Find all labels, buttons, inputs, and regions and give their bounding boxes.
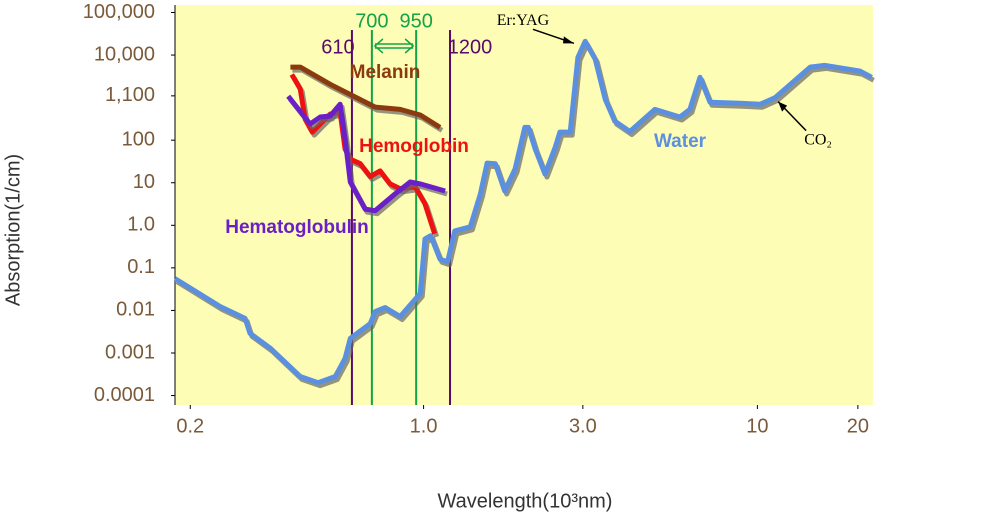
x-tick-label: 1.0 — [410, 415, 438, 437]
y-tick-label: 100 — [122, 128, 155, 150]
series-label: Melanin — [350, 62, 421, 83]
x-tick-label: 10 — [746, 415, 768, 437]
marker-label: 610 — [321, 36, 354, 58]
series-line — [173, 38, 873, 386]
y-tick-label: 0.0001 — [94, 384, 155, 406]
annotation-arrowhead — [562, 36, 574, 44]
y-tick-label: 1.0 — [127, 214, 155, 236]
series-line — [290, 64, 442, 130]
annotation: Er:YAG — [497, 12, 550, 29]
series-label: Hemoglobin — [359, 136, 469, 157]
line-shadow — [175, 41, 875, 389]
series-label: Water — [654, 131, 707, 152]
y-tick-label: 0.01 — [116, 299, 155, 321]
y-tick-label: 0.1 — [127, 256, 155, 278]
plot-area — [175, 5, 873, 405]
series-label: Hematoglobulin — [225, 217, 369, 238]
x-tick-label: 0.2 — [176, 415, 204, 437]
x-tick-label: 20 — [847, 415, 869, 437]
marker-label: 950 — [399, 10, 432, 32]
y-tick-label: 100,000 — [83, 1, 155, 23]
x-axis-label: Wavelength(10³nm) — [438, 490, 613, 512]
y-tick-label: 1,100 — [105, 84, 155, 106]
series-line — [286, 94, 446, 214]
y-axis-label: Absorption(1/cm) — [2, 154, 24, 306]
marker-label: 1200 — [448, 36, 493, 58]
y-tick-label: 0.001 — [105, 341, 155, 363]
annotation-arrowhead — [778, 101, 788, 112]
range-arrow — [373, 38, 415, 54]
y-tick-label: 10 — [133, 171, 155, 193]
x-tick-label: 3.0 — [569, 415, 597, 437]
annotation: CO₂ — [804, 131, 832, 148]
marker-label: 700 — [355, 10, 388, 32]
y-tick-label: 10,000 — [94, 43, 155, 65]
